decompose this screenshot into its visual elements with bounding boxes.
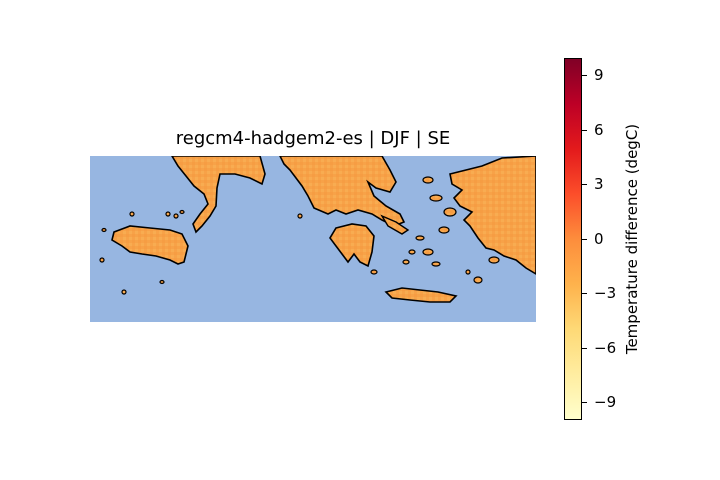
tick-label: −9: [594, 393, 617, 411]
colorbar-ticks: 9 6 3 0 −3 −6 −9: [582, 58, 642, 420]
map-panel: [90, 156, 536, 322]
map-svg: [90, 156, 536, 322]
colorbar: [564, 58, 582, 420]
tick-label: −6: [594, 339, 617, 357]
tick-mark: [582, 239, 587, 240]
tick-mark: [582, 130, 587, 131]
tick-label: −3: [594, 284, 617, 302]
tick-mark: [582, 184, 587, 185]
euboea-land: [380, 214, 410, 235]
anatolia-land: [449, 156, 536, 275]
tick-label: 3: [594, 175, 604, 193]
tick-label: 0: [594, 230, 604, 248]
tick-mark: [582, 402, 587, 403]
crete-land: [384, 287, 458, 303]
sicily-land: [111, 225, 189, 265]
colorbar-title: Temperature difference (degC): [623, 123, 641, 355]
tick-mark: [582, 348, 587, 349]
peloponnese-land: [329, 223, 375, 268]
colorbar-gradient: [565, 59, 581, 419]
italy-land: [171, 156, 266, 234]
tick-label: 6: [594, 121, 604, 139]
aegean-islands: [99, 176, 500, 295]
tick-mark: [582, 293, 587, 294]
tick-label: 9: [594, 66, 604, 84]
tick-mark: [582, 75, 587, 76]
balkans-land: [279, 156, 406, 227]
map-title: regcm4-hadgem2-es | DJF | SE: [175, 128, 451, 149]
